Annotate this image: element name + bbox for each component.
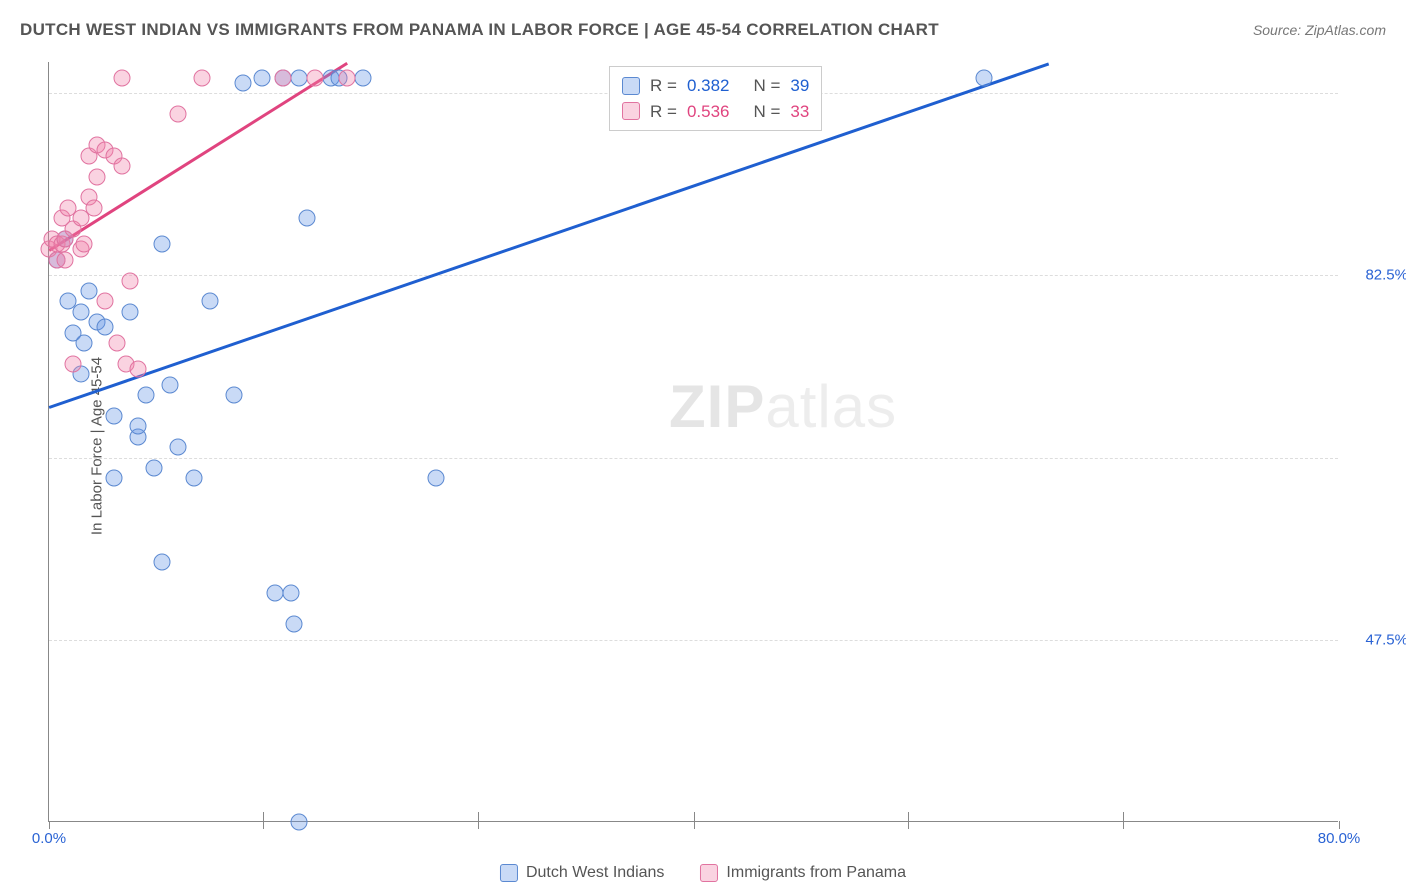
legend-swatch <box>700 864 718 882</box>
x-tick-mark <box>478 812 479 822</box>
x-tick-label: 0.0% <box>32 830 66 847</box>
stats-r-value: 0.382 <box>687 73 730 99</box>
data-point <box>121 303 138 320</box>
stats-n-value: 39 <box>790 73 809 99</box>
legend-label: Dutch West Indians <box>526 864 664 882</box>
data-point <box>137 387 154 404</box>
y-tick-label: 82.5% <box>1348 267 1406 284</box>
watermark: ZIPatlas <box>669 372 897 441</box>
legend-swatch <box>622 102 640 120</box>
data-point <box>355 69 372 86</box>
data-point <box>266 584 283 601</box>
data-point <box>428 470 445 487</box>
stats-n-label: N = <box>753 99 780 125</box>
data-point <box>76 335 93 352</box>
stats-r-value: 0.536 <box>687 99 730 125</box>
legend-item: Immigrants from Panama <box>700 864 906 882</box>
source-label: Source: ZipAtlas.com <box>1253 22 1386 38</box>
data-point <box>129 361 146 378</box>
stats-row: R = 0.536 N = 33 <box>622 99 809 125</box>
data-point <box>113 158 130 175</box>
data-point <box>89 168 106 185</box>
plot-area: ZIPatlas 47.5%82.5%0.0%80.0%R = 0.382N =… <box>48 62 1338 822</box>
stats-n-value: 33 <box>790 99 809 125</box>
data-point <box>113 69 130 86</box>
x-tick <box>1339 821 1340 829</box>
data-point <box>81 283 98 300</box>
data-point <box>65 355 82 372</box>
x-tick <box>478 821 479 829</box>
gridline-h <box>49 458 1338 459</box>
data-point <box>108 335 125 352</box>
data-point <box>97 293 114 310</box>
legend-item: Dutch West Indians <box>500 864 664 882</box>
title-bar: DUTCH WEST INDIAN VS IMMIGRANTS FROM PAN… <box>20 20 1386 40</box>
data-point <box>161 376 178 393</box>
data-point <box>153 236 170 253</box>
stats-n-label: N = <box>753 73 780 99</box>
data-point <box>121 272 138 289</box>
data-point <box>202 293 219 310</box>
x-tick-mark <box>1123 812 1124 822</box>
x-tick <box>1123 821 1124 829</box>
data-point <box>76 236 93 253</box>
bottom-legend: Dutch West Indians Immigrants from Panama <box>500 864 906 882</box>
x-tick <box>694 821 695 829</box>
data-point <box>274 69 291 86</box>
x-tick-mark <box>694 812 695 822</box>
legend-swatch <box>500 864 518 882</box>
data-point <box>290 69 307 86</box>
data-point <box>299 210 316 227</box>
stats-row: R = 0.382 N = 39 <box>622 73 809 99</box>
data-point <box>226 387 243 404</box>
data-point <box>86 199 103 216</box>
data-point <box>339 69 356 86</box>
data-point <box>282 584 299 601</box>
legend-label: Immigrants from Panama <box>726 864 906 882</box>
x-tick-mark <box>908 812 909 822</box>
data-point <box>73 303 90 320</box>
data-point <box>105 470 122 487</box>
data-point <box>57 251 74 268</box>
data-point <box>170 439 187 456</box>
stats-r-label: R = <box>650 73 677 99</box>
data-point <box>286 616 303 633</box>
data-point <box>145 460 162 477</box>
data-point <box>290 814 307 831</box>
data-point <box>976 69 993 86</box>
x-tick-label: 80.0% <box>1318 830 1361 847</box>
gridline-h <box>49 640 1338 641</box>
gridline-h <box>49 275 1338 276</box>
x-tick <box>49 821 50 829</box>
y-tick-label: 47.5% <box>1348 631 1406 648</box>
trend-line <box>49 62 1050 408</box>
x-tick-mark <box>263 812 264 822</box>
data-point <box>153 553 170 570</box>
x-tick <box>908 821 909 829</box>
data-point <box>234 74 251 91</box>
data-point <box>129 418 146 435</box>
data-point <box>97 319 114 336</box>
chart-title: DUTCH WEST INDIAN VS IMMIGRANTS FROM PAN… <box>20 20 939 40</box>
data-point <box>186 470 203 487</box>
data-point <box>105 407 122 424</box>
data-point <box>194 69 211 86</box>
stats-r-label: R = <box>650 99 677 125</box>
stats-legend: R = 0.382 N = 39 R = 0.536 N = 33 <box>609 66 822 131</box>
data-point <box>170 106 187 123</box>
legend-swatch <box>622 77 640 95</box>
data-point <box>307 69 324 86</box>
data-point <box>253 69 270 86</box>
x-tick <box>263 821 264 829</box>
